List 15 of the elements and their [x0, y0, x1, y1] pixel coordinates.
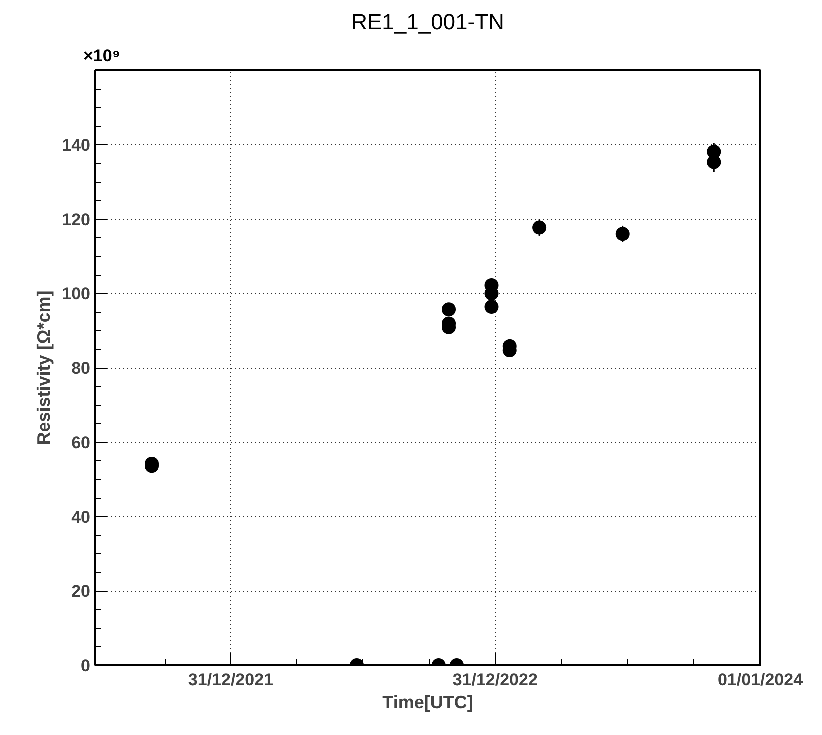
x-tick-label: 31/12/2022 — [452, 670, 538, 690]
y-tick-label: 140 — [62, 136, 91, 155]
y-tick-label: 60 — [72, 433, 91, 452]
x-tick-label: 31/12/2021 — [188, 670, 274, 690]
y-tick-label: 120 — [62, 210, 91, 230]
y-tick-label: 20 — [72, 582, 91, 602]
y-axis-title: Resistivity [Ω*cm] — [34, 290, 54, 446]
y-tick-label: 40 — [72, 508, 91, 527]
chart-title: RE1_1_001-TN — [352, 10, 504, 34]
y-tick-label: 80 — [72, 359, 91, 378]
x-axis-title: Time[UTC] — [382, 692, 474, 712]
x-tick-label: 01/01/2024 — [718, 670, 804, 690]
y-tick-label: 0 — [81, 656, 91, 676]
text: ×10⁹ — [84, 46, 120, 66]
y-tick-label: 100 — [62, 284, 91, 304]
